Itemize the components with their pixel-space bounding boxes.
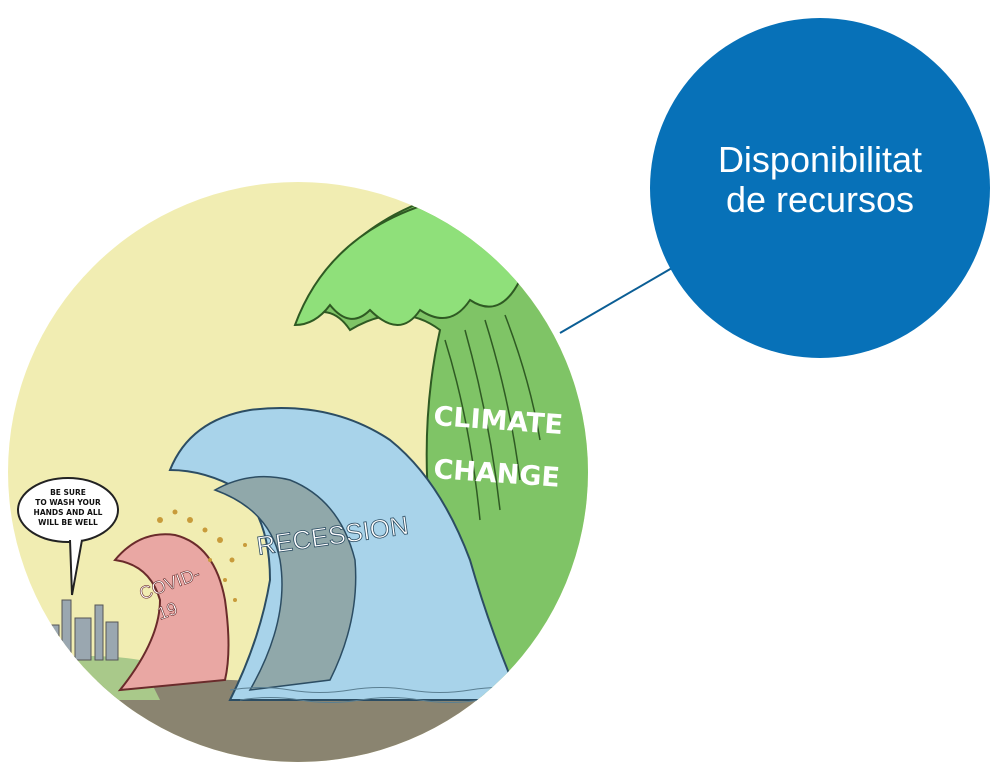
speech-bubble-line-4: WILL BE WELL [38,518,98,527]
covid-wave [113,533,230,692]
speech-bubble-line-3: HANDS AND ALL [34,508,103,517]
callout-line-1: Disponibilitat [717,139,923,180]
callout-line-2: de recursos [725,179,915,220]
speech-bubble-line-1: BE SURE [50,488,86,497]
virus-particles [157,509,247,602]
recession-wave-curl [213,475,357,691]
callout-circle [650,18,990,358]
speech-bubble-line-2: TO WASH YOUR [35,498,101,507]
water-ripples [229,687,531,703]
climate-wave-lines [444,314,541,521]
callout-text: Disponibilitat de recursos [650,140,990,220]
connector-line [559,267,673,334]
cartoon-circle: CLIMATE CHANGE RECESSION COVID- 19 BE SU… [8,182,588,762]
speech-bubble: BE SURE TO WASH YOUR HANDS AND ALL WILL … [17,477,119,596]
